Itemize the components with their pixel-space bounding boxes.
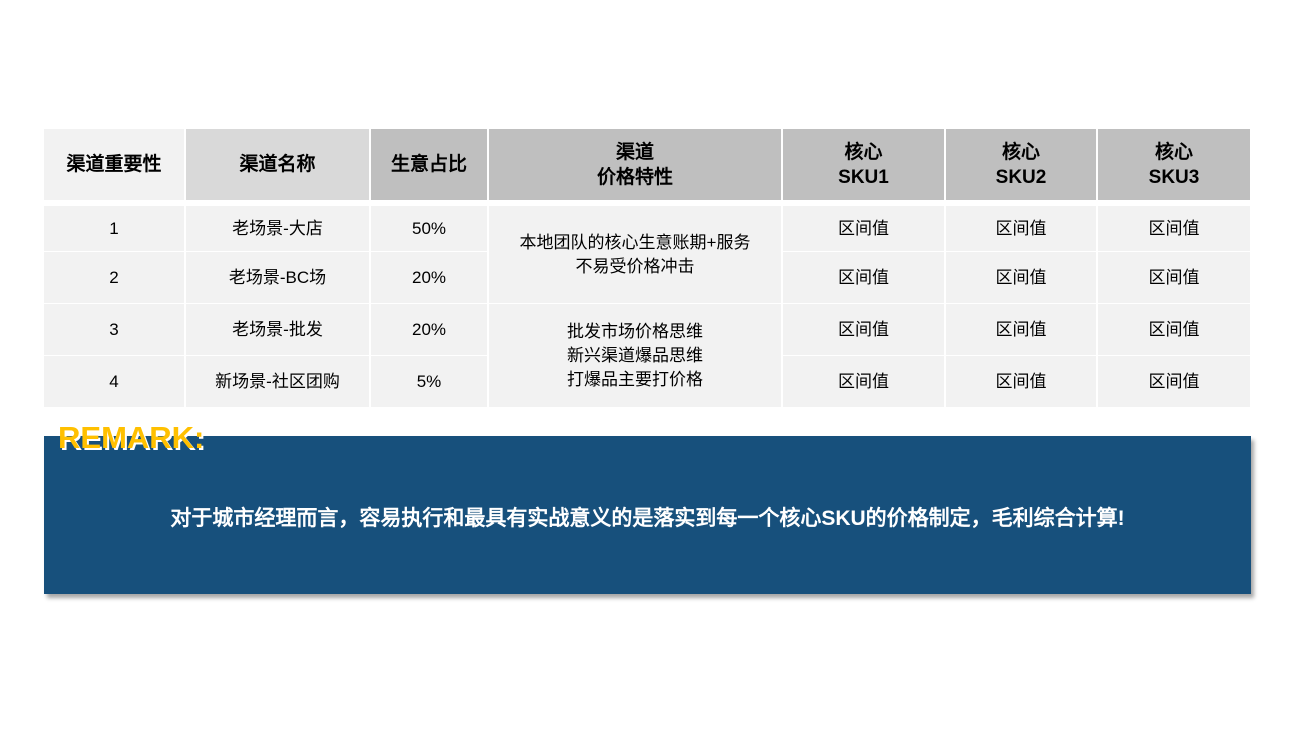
table-cell-share: 50% — [371, 206, 487, 251]
table-cell-rank: 1 — [44, 206, 184, 251]
table-cell-sku3: 区间值 — [1098, 206, 1250, 251]
table-cell-name: 老场景-大店 — [186, 206, 369, 251]
remark-text: 对于城市经理而言，容易执行和最具有实战意义的是落实到每一个核心SKU的价格制定，… — [170, 507, 1125, 530]
table-cell-sku2: 区间值 — [946, 206, 1096, 251]
header-cell: 生意占比 — [371, 129, 487, 200]
table-cell-share: 5% — [371, 356, 487, 407]
price-trait-cell: 批发市场价格思维 新兴渠道爆品思维 打爆品主要打价格 — [489, 304, 781, 407]
table-cell-name: 老场景-BC场 — [186, 252, 369, 303]
table-cell-share: 20% — [371, 304, 487, 355]
price-trait-cell: 本地团队的核心生意账期+服务 不易受价格冲击 — [489, 206, 781, 303]
table-cell-name: 老场景-批发 — [186, 304, 369, 355]
remark-box — [44, 436, 1251, 594]
header-cell: 渠道名称 — [186, 129, 369, 200]
table-cell-rank: 4 — [44, 356, 184, 407]
table-cell-sku2: 区间值 — [946, 304, 1096, 355]
table-cell-sku1: 区间值 — [783, 304, 944, 355]
table-cell-sku3: 区间值 — [1098, 252, 1250, 303]
remark-title: REMARK: — [58, 420, 205, 455]
table-cell-sku3: 区间值 — [1098, 356, 1250, 407]
table-cell-share: 20% — [371, 252, 487, 303]
table-cell-sku2: 区间值 — [946, 356, 1096, 407]
table-cell-name: 新场景-社区团购 — [186, 356, 369, 407]
table-cell-sku3: 区间值 — [1098, 304, 1250, 355]
table-cell-sku2: 区间值 — [946, 252, 1096, 303]
table-cell-sku1: 区间值 — [783, 356, 944, 407]
header-cell: 核心 SKU2 — [946, 129, 1096, 200]
table-cell-sku1: 区间值 — [783, 252, 944, 303]
header-cell: 渠道重要性 — [44, 129, 184, 200]
header-cell: 核心 SKU3 — [1098, 129, 1250, 200]
table-cell-rank: 3 — [44, 304, 184, 355]
header-cell: 核心 SKU1 — [783, 129, 944, 200]
table-cell-rank: 2 — [44, 252, 184, 303]
table-cell-sku1: 区间值 — [783, 206, 944, 251]
header-cell: 渠道 价格特性 — [489, 129, 781, 200]
